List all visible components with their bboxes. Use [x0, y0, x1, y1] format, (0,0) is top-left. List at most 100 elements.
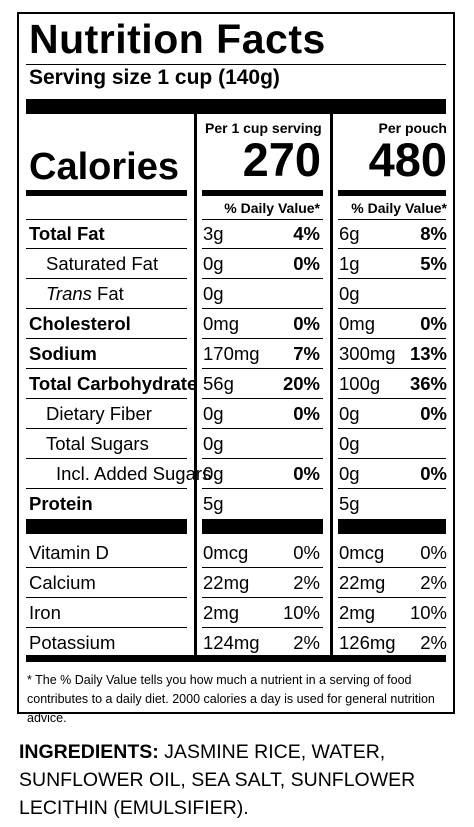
nutrient-name: Vitamin D — [29, 542, 109, 563]
nutrient-name: Saturated Fat — [46, 253, 159, 274]
amount-value: 5g — [203, 493, 224, 514]
row-divider — [338, 488, 446, 489]
row-divider — [202, 458, 323, 459]
row-divider — [338, 308, 446, 309]
row-divider — [202, 338, 323, 339]
daily-value-percent: 0% — [293, 313, 320, 334]
amount-value: 0g — [339, 433, 360, 454]
amount-value: 2mg — [203, 602, 239, 623]
daily-value-percent: 7% — [293, 343, 320, 364]
daily-value-percent: 5% — [420, 253, 447, 274]
nutrient-name: Protein — [29, 493, 93, 514]
column-header-serving: Per 1 cup serving — [205, 120, 322, 136]
daily-value-percent: 2% — [293, 572, 320, 593]
amount-value: 100g — [339, 373, 381, 394]
amount-value: 22mg — [203, 572, 250, 593]
row-divider — [26, 278, 187, 279]
amount-value: 0mcg — [339, 542, 385, 563]
nutrient-name: Calcium — [29, 572, 96, 593]
vitamin-row: Calcium 22mg 2% 22mg 2% — [19, 568, 453, 598]
nutrient-name: Incl. Added Sugars — [56, 463, 212, 484]
daily-value-percent: 0% — [293, 253, 320, 274]
row-divider — [202, 368, 323, 369]
daily-value-percent: 13% — [409, 343, 447, 364]
row-divider — [202, 428, 323, 429]
calories-label: Calories — [29, 146, 179, 188]
nutrient-row: Total Carbohydrate 56g 20% 100g 36% — [19, 369, 453, 399]
nutrient-row: Total Sugars 0g 0g — [19, 429, 453, 459]
daily-value-percent: 2% — [293, 632, 320, 653]
nutrient-name-text: Fat — [91, 283, 124, 304]
daily-value-percent: 0% — [420, 463, 447, 484]
row-divider — [338, 567, 446, 568]
row-divider — [26, 219, 187, 220]
daily-value-percent: 0% — [420, 313, 447, 334]
amount-value: 0g — [203, 283, 224, 304]
amount-value: 3g — [203, 223, 224, 244]
row-divider — [202, 398, 323, 399]
amount-value: 1g — [339, 253, 360, 274]
row-divider — [202, 278, 323, 279]
nutrient-row: Total Fat 3g 4% 6g 8% — [19, 219, 453, 249]
daily-value-percent: 10% — [282, 602, 320, 623]
thick-divider — [26, 99, 446, 114]
nutrition-facts-panel: Nutrition Facts Serving size 1 cup (140g… — [17, 12, 455, 725]
daily-value-percent: 0% — [420, 403, 447, 424]
amount-value: 170mg — [203, 343, 260, 364]
daily-value-percent: 20% — [282, 373, 320, 394]
column-header-pouch: Per pouch — [378, 120, 447, 136]
row-divider — [202, 597, 323, 598]
row-divider — [26, 338, 187, 339]
amount-value: 0g — [203, 433, 224, 454]
amount-value: 2mg — [339, 602, 375, 623]
ingredients-statement: INGREDIENTS: JASMINE RICE, WATER, SUNFLO… — [19, 738, 459, 822]
daily-value-percent: 2% — [420, 632, 447, 653]
daily-value-percent: 2% — [420, 572, 447, 593]
divider — [26, 64, 446, 65]
nutrient-name: Potassium — [29, 632, 116, 653]
amount-value: 0g — [203, 403, 224, 424]
amount-value: 5g — [339, 493, 360, 514]
daily-value-percent: 36% — [409, 373, 447, 394]
nutrient-name: Dietary Fiber — [46, 403, 152, 424]
amount-value: 0g — [339, 283, 360, 304]
row-divider — [202, 488, 323, 489]
calories-divider — [26, 190, 187, 196]
thick-divider — [338, 519, 446, 534]
thick-divider — [26, 519, 187, 534]
calories-divider — [338, 190, 446, 196]
row-divider — [26, 458, 187, 459]
nutrient-row: Sodium 170mg 7% 300mg 13% — [19, 339, 453, 369]
row-divider — [26, 368, 187, 369]
calories-divider — [202, 190, 323, 196]
nutrient-name: Total Fat — [29, 223, 105, 244]
nutrient-name: Iron — [29, 602, 61, 623]
amount-value: 300mg — [339, 343, 396, 364]
daily-value-footnote: * The % Daily Value tells you how much a… — [27, 673, 435, 725]
vitamin-row: Iron 2mg 10% 2mg 10% — [19, 598, 453, 628]
dv-header-pouch: % Daily Value* — [351, 200, 447, 216]
amount-value: 124mg — [203, 632, 260, 653]
daily-value-percent: 0% — [420, 542, 447, 563]
serving-size: Serving size 1 cup (140g) — [29, 66, 280, 89]
row-divider — [338, 398, 446, 399]
bottom-divider — [26, 655, 446, 662]
amount-value: 0g — [339, 463, 360, 484]
row-divider — [338, 219, 446, 220]
daily-value-percent: 0% — [293, 542, 320, 563]
nutrient-name: Trans Fat — [46, 283, 124, 305]
nutrient-row: Saturated Fat 0g 0% 1g 5% — [19, 249, 453, 279]
calories-pouch: 480 — [368, 133, 447, 186]
nutrient-row: Incl. Added Sugars 0g 0% 0g 0% — [19, 459, 453, 489]
nutrient-row: Protein 5g 5g — [19, 489, 453, 519]
row-divider — [202, 219, 323, 220]
row-divider — [338, 428, 446, 429]
ingredients-text: JASMINE RICE, WATER, SUNFLOWER OIL, SEA … — [19, 741, 416, 819]
column-separator — [194, 99, 197, 655]
row-divider — [338, 338, 446, 339]
amount-value: 56g — [203, 373, 234, 394]
vitamin-row: Vitamin D 0mcg 0% 0mcg 0% — [19, 538, 453, 568]
row-divider — [202, 627, 323, 628]
amount-value: 0mg — [339, 313, 375, 334]
row-divider — [338, 248, 446, 249]
